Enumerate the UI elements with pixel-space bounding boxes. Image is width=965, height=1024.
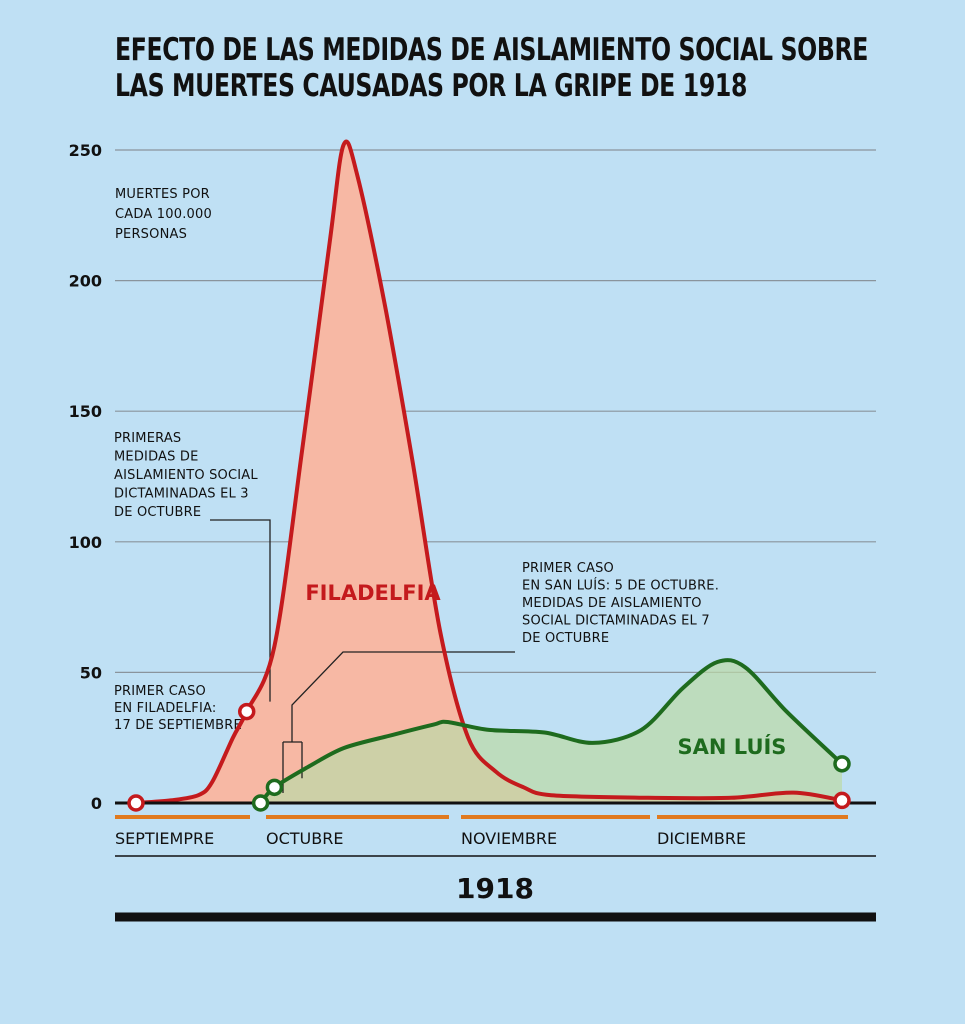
chart-title: EFECTO DE LAS MEDIDAS DE AISLAMIENTO SOC… — [115, 32, 869, 104]
month-label-noviembre: NOVIEMBRE — [461, 829, 557, 848]
annotation-2-line-2: MEDIDAS DE — [114, 450, 199, 465]
annotation-2-line-4: DICTAMINADAS EL 3 — [114, 487, 249, 502]
series-areas — [136, 141, 843, 803]
y-tick-label-250: 250 — [69, 141, 102, 160]
y-tick-label-0: 0 — [91, 794, 102, 813]
month-label-diciembre: DICIEMBRE — [657, 829, 746, 848]
line-filadelfia — [134, 139, 844, 805]
y-axis-label-line-2: CADA 100.000 — [115, 207, 212, 222]
y-tick-label-200: 200 — [69, 272, 102, 291]
y-axis-label-line-3: PERSONAS — [115, 227, 187, 242]
line-san-lus — [258, 658, 844, 805]
x-axis: SEPTIEMPRE OCTUBRE NOVIEMBRE DICIEMBRE 1918 — [115, 815, 876, 922]
marker-filadelfia-3 — [833, 791, 851, 810]
series-markers — [127, 702, 851, 812]
area-filadelfia — [136, 141, 842, 803]
series-labels: FILADELFIA SAN LUÍS — [305, 581, 786, 759]
y-axis-label: MUERTES POR CADA 100.000 PERSONAS — [115, 187, 212, 242]
marker-san-luis-1 — [251, 794, 270, 812]
marker-san-luis-2 — [265, 778, 284, 797]
annotation-3-line-2: EN SAN LUÍS: 5 DE OCTUBRE. — [522, 578, 719, 594]
series-label-san-luis: SAN LUÍS — [678, 734, 787, 759]
annotation-2-line-1: PRIMERAS — [114, 431, 181, 446]
annotation-3-line-5: DE OCTUBRE — [522, 631, 609, 646]
y-tick-label-50: 50 — [80, 663, 102, 682]
y-axis-ticks: 0 50 100 150 200 250 — [69, 141, 102, 813]
month-label-septiempre: SEPTIEMPRE — [115, 829, 214, 848]
annotation-2-line-3: AISLAMIENTO SOCIAL — [114, 468, 258, 483]
marker-filadelfia-2 — [237, 702, 256, 721]
gridlines — [115, 149, 876, 674]
year-label: 1918 — [456, 872, 534, 905]
annotation-3-line-3: MEDIDAS DE AISLAMIENTO — [522, 596, 702, 611]
annotation-2-leader — [210, 519, 271, 702]
marker-filadelfia-1 — [127, 794, 145, 812]
y-axis-label-line-1: MUERTES POR — [115, 187, 210, 202]
annotation-1-line-1: PRIMER CASO — [114, 684, 206, 699]
series-lines — [115, 139, 876, 805]
annotation-3-line-4: SOCIAL DICTAMINADAS EL 7 — [522, 614, 710, 629]
annotation-2-line-5: DE OCTUBRE — [114, 505, 201, 520]
annotation-3-leader — [282, 651, 515, 793]
annotation-3-line-1: PRIMER CASO — [522, 561, 614, 576]
annotation-1-line-2: EN FILADELFIA: — [114, 701, 216, 716]
title-line-1: EFECTO DE LAS MEDIDAS DE AISLAMIENTO SOC… — [115, 32, 868, 68]
title-line-2: LAS MUERTES CAUSADAS POR LA GRIPE DE 191… — [115, 68, 747, 104]
annotation-1-line-3: 17 DE SEPTIEMBRE — [114, 718, 242, 733]
month-label-octubre: OCTUBRE — [266, 829, 343, 848]
area-san-lus — [260, 660, 843, 803]
annotations: PRIMER CASO EN FILADELFIA: 17 DE SEPTIEMBR… — [114, 431, 719, 793]
y-tick-label-150: 150 — [69, 402, 102, 421]
y-tick-label-100: 100 — [69, 533, 102, 552]
series-label-filadelfia: FILADELFIA — [305, 581, 441, 605]
marker-san-luis-3 — [833, 755, 851, 773]
